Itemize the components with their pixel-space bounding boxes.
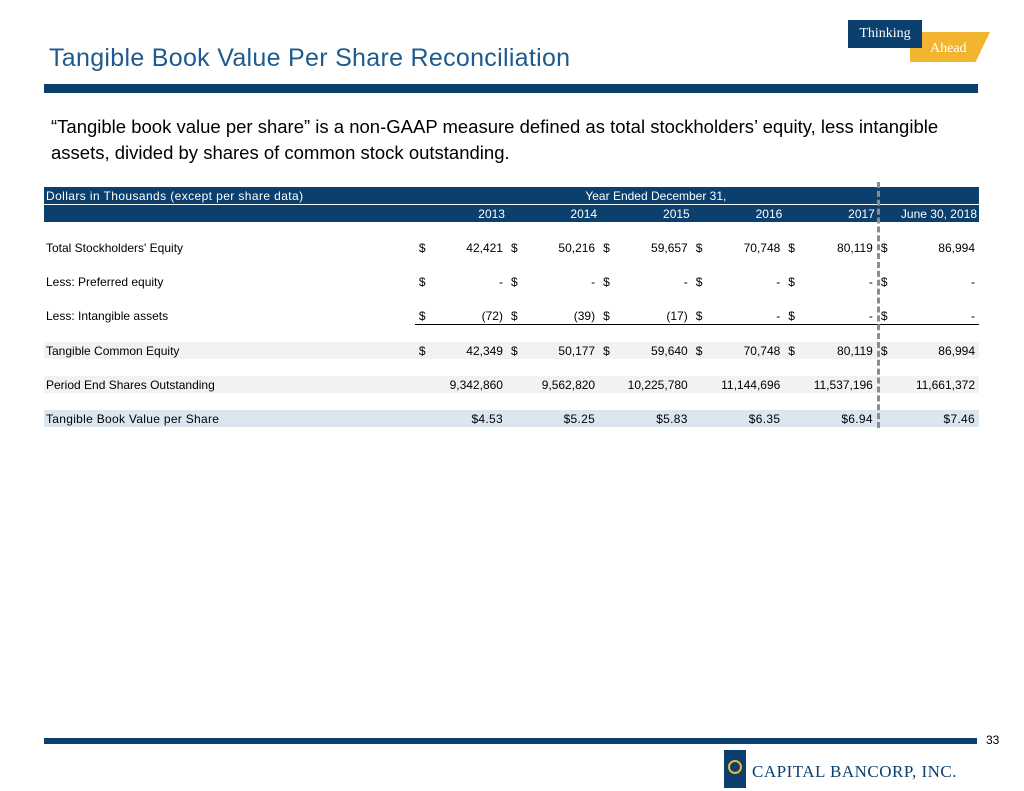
cell-value: - [498,274,503,289]
units-label: Dollars in Thousands (except per share d… [44,187,415,205]
cell-value: 11,661,372 [876,376,979,393]
cell-value: $6.94 [784,410,877,427]
cell-value: 70,748 [709,342,785,359]
page-number: 33 [986,733,1000,747]
year-header: 2014 [506,204,600,222]
period-label: Year Ended December 31, [414,187,877,205]
cell-value: 9,562,820 [506,376,600,393]
year-header: 2013 [414,204,507,222]
year-header: June 30, 2018 [876,204,979,222]
cell-value: (39) [524,307,600,325]
cell-value: - [709,307,785,325]
year-header: 2016 [691,204,785,222]
cell-value: - [683,274,688,289]
cell-value: 50,216 [558,240,596,255]
period-divider [877,182,880,428]
cell-value: $4.53 [414,410,507,427]
year-header-row: 2013 2014 2015 2016 2017 June 30, 2018 [44,204,979,222]
reconciliation-table: Dollars in Thousands (except per share d… [44,187,979,427]
cell-value: 10,225,780 [599,376,692,393]
table-row: Less: Preferred equity $ - $ - $ - $ - $ - $ - [44,273,979,290]
intro-text: “Tangible book value per share” is a non… [51,116,939,163]
cell-value: 11,537,196 [784,376,877,393]
cell-value: $5.25 [506,410,600,427]
cell-value: - [894,307,979,325]
cell-value: 50,177 [524,342,600,359]
company-name: CAPITAL BANCORP, INC. [752,762,957,781]
thinking-ahead-badge: Ahead Thinking [848,20,990,64]
table-row: Less: Intangible assets $ (72) $ (39) $ (17… [44,307,979,325]
cell-value: - [801,307,877,325]
table-row: Tangible Book Value per Share $4.53 $5.2… [44,410,979,427]
table-header-row: Dollars in Thousands (except per share d… [44,187,979,205]
cell-value: 9,342,860 [414,376,507,393]
cell-value: 86,994 [894,342,979,359]
cell-value: (72) [432,307,507,325]
company-logo: CAPITAL BANCORP, INC. [724,750,984,788]
cell-value: $6.35 [691,410,785,427]
row-label: Tangible Common Equity [44,342,415,359]
logo-mark-icon [724,750,746,788]
cell-value: 86,994 [938,240,975,255]
badge-thinking: Thinking [848,20,922,48]
row-label: Tangible Book Value per Share [44,410,415,427]
badge-ahead: Ahead [910,32,990,62]
title-rule [44,84,978,93]
cell-value: 80,119 [801,342,877,359]
cell-value: $7.46 [876,410,979,427]
cell-value: - [868,274,873,289]
cell-value: 59,640 [616,342,692,359]
cell-value: - [971,274,975,289]
cell-value: $5.83 [599,410,692,427]
page-title: Tangible Book Value Per Share Reconcilia… [49,44,571,72]
cell-value: 11,144,696 [691,376,785,393]
cell-value: - [591,274,596,289]
cell-value: 70,748 [743,240,781,255]
table-row: Total Stockholders' Equity $42,421 $50,2… [44,239,979,256]
row-label: Period End Shares Outstanding [44,376,415,393]
year-header: 2015 [599,204,692,222]
cell-value: 42,349 [432,342,507,359]
cell-value: 80,119 [837,240,873,255]
cell-value: 59,657 [651,240,688,255]
cell-value: - [776,274,781,289]
table-row: Tangible Common Equity $42,349 $50,177 $… [44,342,979,359]
row-label: Less: Preferred equity [46,274,164,289]
row-label: Less: Intangible assets [46,308,169,323]
cell-value: 42,421 [466,240,503,255]
row-label: Total Stockholders' Equity [46,240,184,255]
table-row: Period End Shares Outstanding 9,342,860 … [44,376,979,393]
footer-rule [44,738,977,744]
year-header: 2017 [784,204,877,222]
cell-value: (17) [616,307,692,325]
